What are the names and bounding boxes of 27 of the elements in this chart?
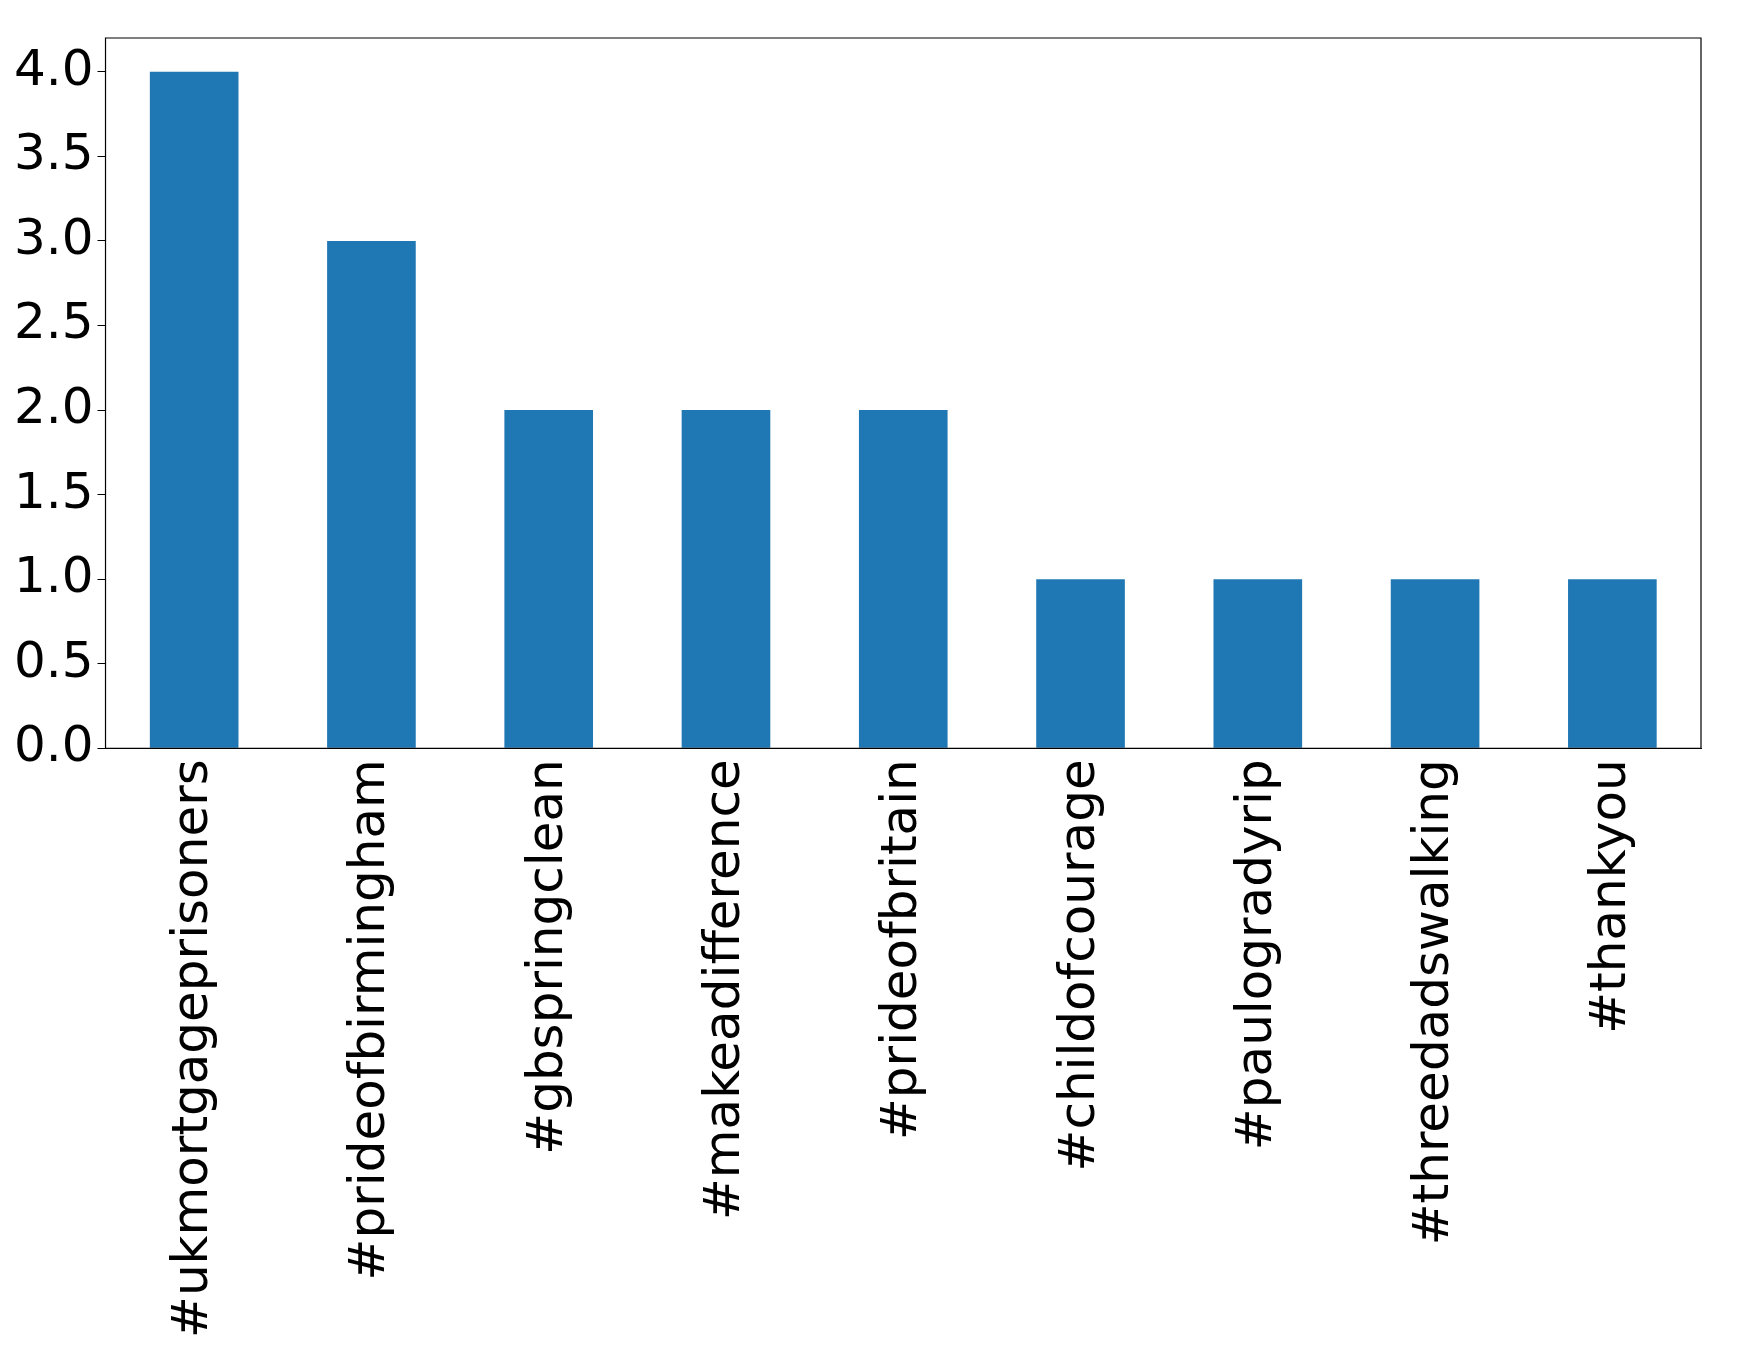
bar — [1568, 579, 1657, 748]
x-tick-label: #prideofbritain — [870, 759, 929, 1141]
y-tick-label: 3.5 — [13, 123, 94, 182]
x-tick-label: #threedadswalking — [1402, 759, 1461, 1246]
bar — [1390, 579, 1480, 748]
bar — [858, 410, 948, 748]
x-tick-label: #gbspringclean — [515, 759, 574, 1155]
bar — [681, 410, 771, 748]
y-tick-label: 1.5 — [13, 461, 94, 520]
y-tick-label: 2.0 — [13, 377, 94, 436]
x-tick-label: #ukmortgageprisoners — [161, 759, 220, 1339]
bar — [327, 240, 416, 748]
y-tick-label: 2.5 — [13, 292, 94, 351]
bar — [504, 410, 594, 748]
y-tick-label: 1.0 — [13, 546, 94, 605]
x-tick-label: #paulogradyrip — [1224, 759, 1283, 1151]
x-tick-label: #makeadifference — [692, 759, 751, 1221]
y-tick-label: 3.0 — [13, 207, 94, 266]
bar — [1213, 579, 1303, 748]
x-tick-label: #thankyou — [1579, 759, 1638, 1034]
bar — [1036, 579, 1125, 748]
x-tick-label: #childofcourage — [1047, 759, 1106, 1172]
y-tick-label: 0.5 — [13, 630, 94, 689]
bar — [149, 71, 239, 748]
y-tick-label: 0.0 — [13, 715, 94, 774]
y-tick-label: 4.0 — [13, 38, 94, 97]
x-tick-label: #prideofbirmingham — [338, 759, 397, 1281]
